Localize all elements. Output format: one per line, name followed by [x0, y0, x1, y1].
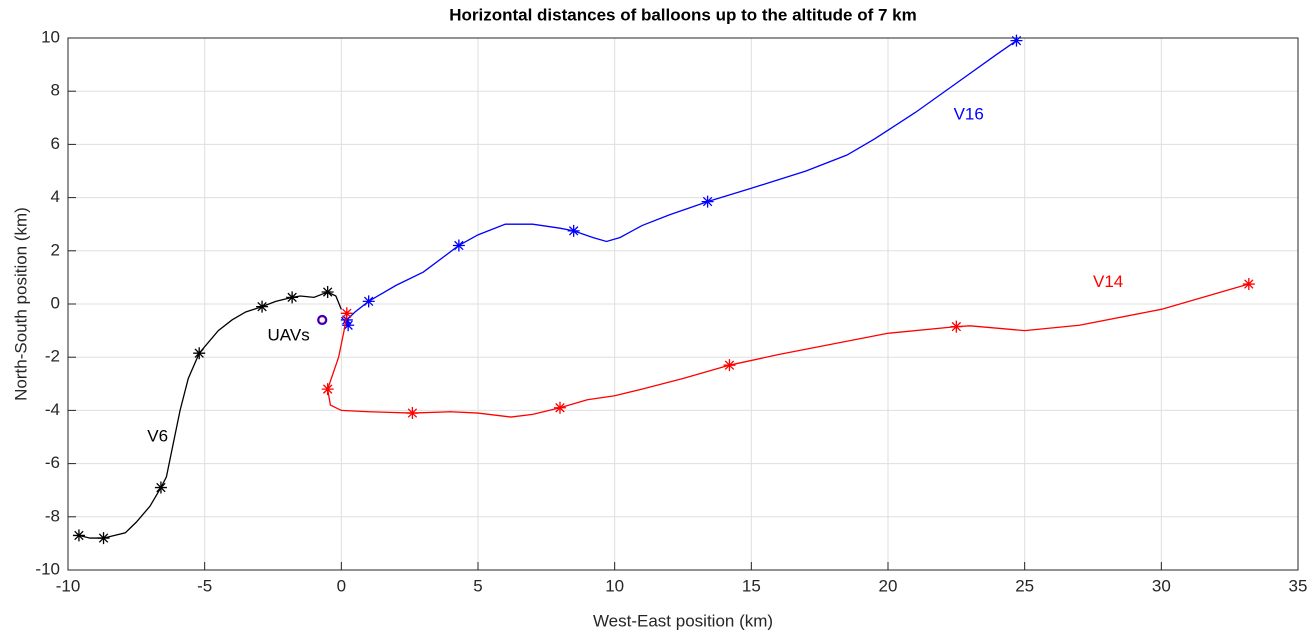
chart-title: Horizontal distances of balloons up to t… [449, 5, 917, 24]
uav-point [317, 314, 328, 326]
x-axis-label: West-East position (km) [593, 611, 773, 630]
y-tick-label: 4 [51, 187, 60, 206]
x-tick-label: -10 [56, 576, 81, 595]
y-tick-label: 2 [51, 240, 60, 259]
star-marker [340, 307, 353, 320]
y-tick-label: -10 [35, 559, 60, 578]
uav-point [317, 315, 327, 325]
annotation: UAVs [268, 325, 310, 344]
annotation: V14 [1093, 272, 1123, 291]
star-marker [1242, 278, 1255, 291]
star-marker [321, 286, 334, 299]
annotation: V6 [147, 426, 168, 445]
y-tick-label: -4 [45, 400, 60, 419]
star-marker [256, 300, 269, 313]
x-tick-label: 30 [1152, 576, 1171, 595]
star-marker [154, 481, 167, 494]
series-line [326, 283, 1249, 418]
x-tick-label: 10 [605, 576, 624, 595]
star-marker [1010, 34, 1023, 47]
y-tick-label: 10 [41, 27, 60, 46]
x-tick-label: 15 [742, 576, 761, 595]
star-marker [286, 291, 299, 304]
star-marker [452, 239, 465, 252]
x-tick-label: 5 [473, 576, 482, 595]
y-tick-label: -8 [45, 506, 60, 525]
y-tick-label: -6 [45, 453, 60, 472]
y-tick-label: 6 [51, 134, 60, 153]
series-line [340, 40, 1017, 325]
star-marker [723, 359, 736, 372]
y-axis-label: North-South position (km) [11, 207, 30, 401]
star-marker [406, 407, 419, 420]
star-marker [340, 313, 353, 326]
star-marker [362, 295, 375, 308]
x-tick-label: 25 [1015, 576, 1034, 595]
star-marker [701, 195, 714, 208]
star-marker [72, 529, 85, 542]
annotation: V16 [954, 105, 984, 124]
star-marker [567, 224, 580, 237]
y-tick-label: -2 [45, 347, 60, 366]
star-marker [950, 320, 963, 333]
x-tick-label: 20 [879, 576, 898, 595]
plot-frame [67, 37, 1299, 571]
y-tick-label: 8 [51, 81, 60, 100]
star-marker [554, 401, 566, 414]
y-tick-label: 0 [51, 293, 60, 312]
x-tick-label: 35 [1289, 576, 1308, 595]
star-marker [193, 347, 206, 360]
star-marker [342, 319, 355, 332]
star-marker [321, 383, 334, 396]
x-tick-label: 0 [337, 576, 346, 595]
x-tick-label: -5 [197, 576, 212, 595]
star-marker [97, 532, 110, 545]
